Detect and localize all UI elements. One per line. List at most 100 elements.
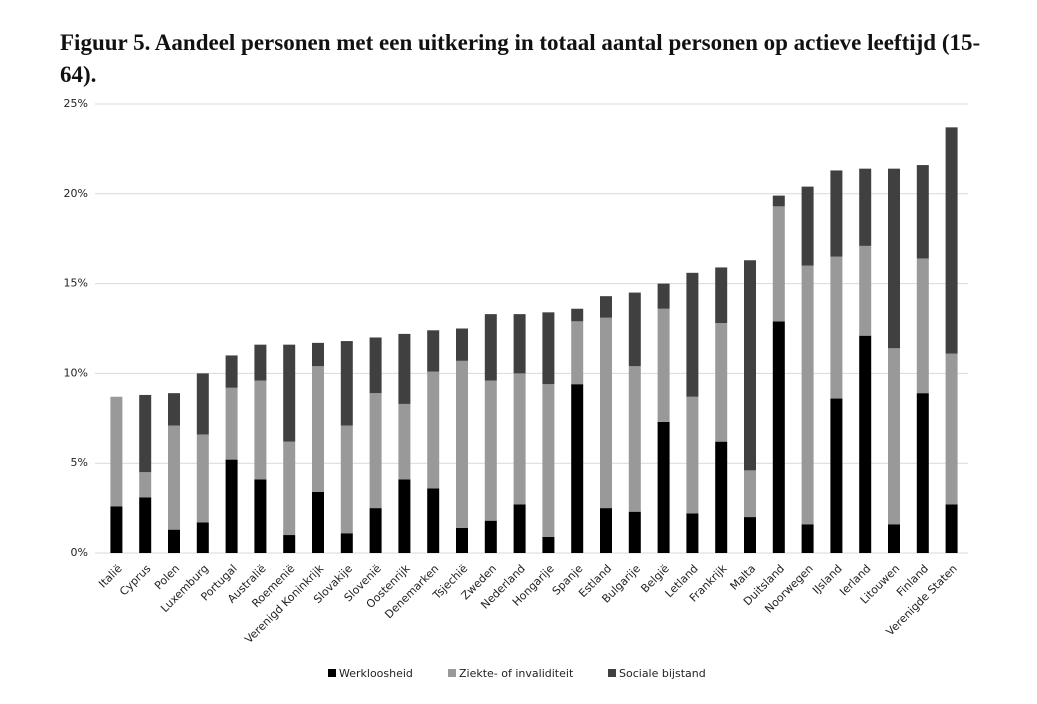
bar-segment — [369, 337, 382, 394]
bar-segment — [312, 342, 324, 367]
bar-segment — [888, 168, 900, 349]
bar-segment — [830, 170, 843, 257]
bar-segment — [484, 314, 497, 381]
bar-segment — [945, 504, 958, 553]
bar-segment — [110, 506, 123, 553]
bar-segment — [254, 344, 267, 381]
bar-segment — [196, 373, 209, 435]
bar-segment — [571, 308, 584, 322]
y-tick-label: 15% — [64, 277, 88, 290]
bar-segment — [916, 258, 929, 394]
bar-segment — [484, 380, 497, 521]
bar-segment — [456, 360, 468, 528]
bar-segment — [110, 396, 123, 507]
bar-segment — [888, 348, 900, 525]
bar-segment — [168, 529, 180, 553]
chart-title: Figuur 5. Aandeel personen met een uitke… — [60, 30, 981, 87]
bar-segment — [168, 425, 180, 530]
y-tick-label: 20% — [64, 187, 88, 200]
bar-segment — [427, 488, 440, 553]
bar-segment — [513, 504, 526, 553]
bar-segment — [888, 524, 900, 553]
y-tick-label: 5% — [71, 456, 88, 469]
bar-segment — [283, 441, 296, 536]
bar-segment — [830, 398, 843, 553]
y-tick-label: 25% — [64, 97, 88, 110]
bar-segment — [715, 441, 728, 553]
bar-segment — [772, 321, 785, 553]
bar-segment — [369, 508, 382, 553]
bar-segment — [196, 434, 209, 523]
bar-segment — [945, 127, 958, 354]
legend-label: Sociale bijstand — [619, 667, 706, 680]
bar-segment — [340, 533, 353, 553]
bar-segment — [456, 328, 468, 361]
legend-label: Ziekte- of invaliditeit — [459, 667, 574, 680]
bar-segment — [628, 366, 641, 512]
bar-segment — [801, 524, 814, 553]
bar-segment — [225, 459, 238, 553]
bar-segment — [571, 321, 584, 385]
bar-segment — [139, 394, 152, 473]
bar-segment — [283, 535, 296, 553]
bar-segment — [139, 472, 152, 498]
bar-segment — [657, 283, 670, 309]
bar-segment — [744, 470, 756, 518]
bar-segment — [628, 511, 641, 553]
y-tick-label: 10% — [64, 366, 88, 379]
bar-segment — [513, 373, 526, 505]
bar-segment — [600, 296, 612, 318]
bar-segment — [916, 393, 929, 553]
bar-segment — [513, 314, 526, 374]
bar-segment — [801, 265, 814, 525]
bar-segment — [312, 366, 324, 492]
bar-segment — [830, 256, 843, 399]
bar-segment — [744, 260, 756, 471]
bar-segment — [398, 479, 411, 553]
bar-segment — [196, 522, 209, 553]
bar-segment — [628, 292, 641, 367]
bar-segment — [254, 380, 267, 480]
bar-segment — [542, 536, 555, 553]
bar-segment — [600, 317, 612, 509]
bar-segment — [168, 393, 180, 426]
legend-label: Werkloosheid — [339, 667, 413, 680]
bar-segment — [542, 384, 555, 537]
bar-segment — [600, 508, 612, 553]
bar-segment — [571, 384, 584, 553]
bar-segment — [340, 341, 353, 426]
legend-swatch — [328, 669, 336, 677]
bar-segment — [859, 168, 872, 246]
bar-segment — [225, 387, 238, 460]
bar-segment — [715, 323, 728, 442]
bar-segment — [686, 513, 699, 553]
bar-segment — [715, 267, 728, 324]
bar-segment — [542, 312, 555, 385]
bar-segment — [859, 245, 872, 336]
x-tick-label: Cyprus — [117, 562, 154, 599]
bar-segment — [398, 403, 411, 480]
bar-segment — [657, 308, 670, 422]
y-tick-label: 0% — [71, 546, 88, 559]
bar-segment — [484, 520, 497, 553]
bar-segment — [369, 393, 382, 509]
bar-segment — [139, 497, 152, 553]
bar-segment — [945, 353, 958, 505]
bar-segment — [801, 186, 814, 266]
bar-segment — [225, 355, 238, 388]
bar-segment — [744, 517, 756, 553]
bar-segment — [686, 272, 699, 397]
bar-segment — [427, 371, 440, 489]
bar-segment — [859, 335, 872, 553]
bar-segment — [772, 206, 785, 322]
bar-segment — [312, 491, 324, 553]
bar-segment — [657, 421, 670, 553]
legend-swatch — [448, 669, 456, 677]
bar-segment — [340, 425, 353, 534]
bar-segment — [772, 195, 785, 207]
bar-segment — [916, 165, 929, 259]
bar-segment — [254, 479, 267, 553]
bar-segment — [427, 330, 440, 372]
